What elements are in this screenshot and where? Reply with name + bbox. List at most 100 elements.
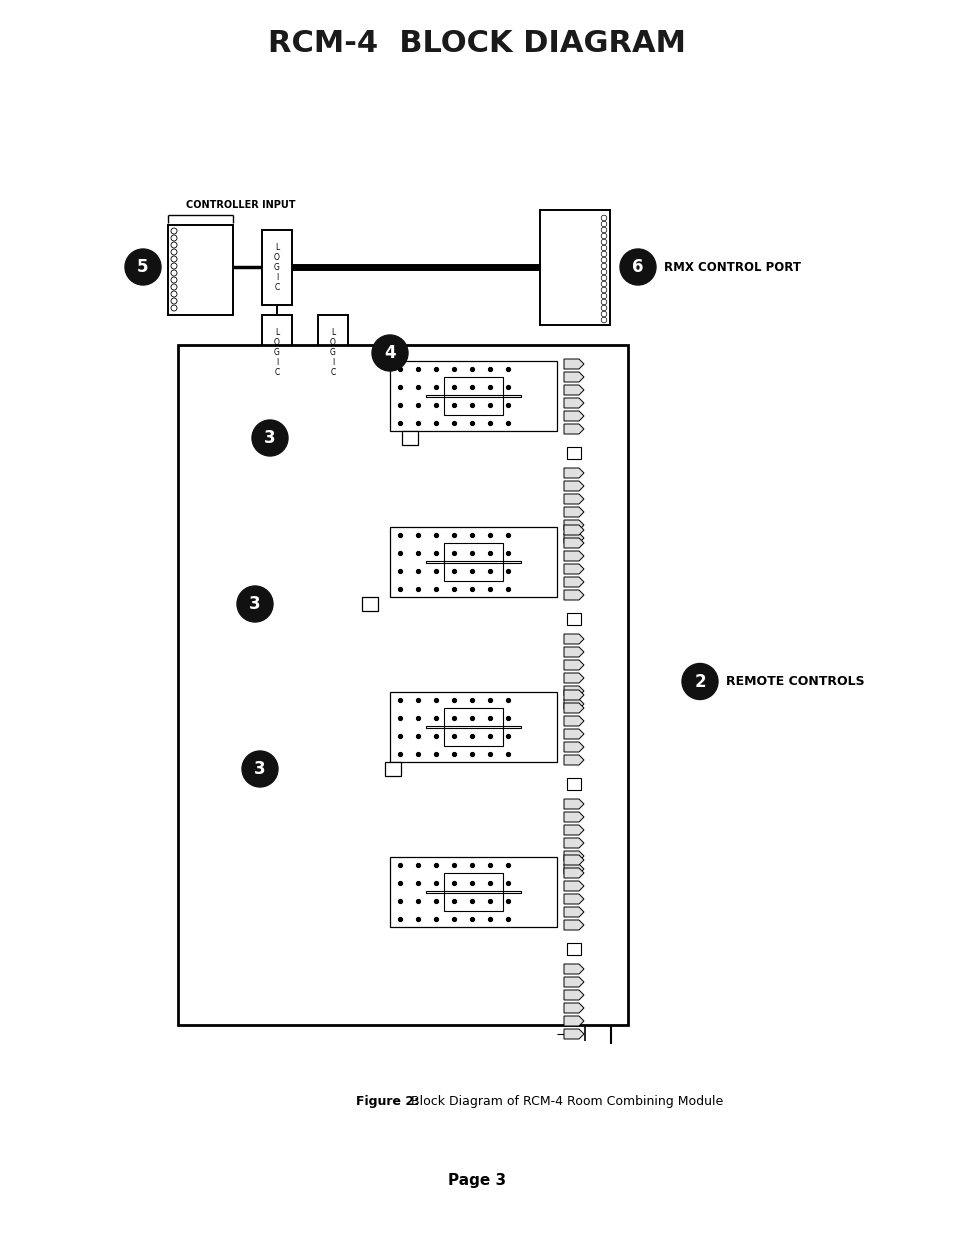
Circle shape bbox=[242, 751, 277, 787]
Polygon shape bbox=[563, 647, 583, 657]
Circle shape bbox=[125, 249, 161, 285]
Circle shape bbox=[171, 270, 177, 275]
Text: 4: 4 bbox=[384, 345, 395, 362]
Circle shape bbox=[681, 663, 718, 699]
Circle shape bbox=[171, 256, 177, 262]
Polygon shape bbox=[563, 755, 583, 764]
Polygon shape bbox=[563, 508, 583, 517]
Bar bbox=[566, 447, 580, 459]
Polygon shape bbox=[563, 965, 583, 974]
Polygon shape bbox=[563, 685, 583, 697]
Circle shape bbox=[600, 275, 606, 280]
Circle shape bbox=[600, 305, 606, 311]
Bar bbox=[566, 944, 580, 955]
Text: L
O
G
I
C: L O G I C bbox=[330, 329, 335, 377]
Bar bbox=[390, 361, 557, 431]
Bar bbox=[385, 762, 400, 776]
Circle shape bbox=[600, 263, 606, 269]
Polygon shape bbox=[563, 699, 583, 709]
Polygon shape bbox=[563, 894, 583, 904]
Bar bbox=[178, 345, 627, 1025]
Text: CONTROLLER INPUT: CONTROLLER INPUT bbox=[186, 200, 295, 210]
Circle shape bbox=[171, 291, 177, 296]
Polygon shape bbox=[563, 398, 583, 408]
Polygon shape bbox=[563, 577, 583, 587]
Bar bbox=[443, 543, 502, 580]
Polygon shape bbox=[563, 811, 583, 823]
Text: 2: 2 bbox=[694, 673, 705, 690]
Circle shape bbox=[600, 293, 606, 299]
Polygon shape bbox=[563, 673, 583, 683]
Circle shape bbox=[171, 228, 177, 233]
Polygon shape bbox=[563, 634, 583, 643]
Polygon shape bbox=[563, 534, 583, 543]
Polygon shape bbox=[563, 920, 583, 930]
Bar bbox=[401, 431, 417, 445]
Polygon shape bbox=[563, 372, 583, 382]
Bar bbox=[390, 857, 557, 927]
Text: RMX CONTROL PORT: RMX CONTROL PORT bbox=[663, 261, 801, 273]
Bar bbox=[443, 708, 502, 746]
Circle shape bbox=[171, 298, 177, 304]
Circle shape bbox=[600, 221, 606, 227]
Text: IN
C: IN C bbox=[594, 719, 602, 736]
Polygon shape bbox=[563, 881, 583, 890]
Text: IN
B: IN B bbox=[594, 553, 602, 572]
Polygon shape bbox=[563, 480, 583, 492]
Bar bbox=[426, 726, 520, 727]
Circle shape bbox=[236, 585, 273, 622]
Text: IN
D: IN D bbox=[594, 883, 602, 902]
Text: 3: 3 bbox=[253, 760, 266, 778]
Bar bbox=[317, 315, 348, 390]
Circle shape bbox=[171, 249, 177, 254]
Polygon shape bbox=[563, 525, 583, 535]
Circle shape bbox=[171, 263, 177, 269]
Text: L
O
G
I
C: L O G I C bbox=[274, 329, 279, 377]
Bar bbox=[426, 561, 520, 563]
Circle shape bbox=[600, 288, 606, 293]
Polygon shape bbox=[563, 494, 583, 504]
Polygon shape bbox=[563, 690, 583, 700]
Text: IN
A: IN A bbox=[594, 388, 602, 405]
Polygon shape bbox=[563, 855, 583, 864]
Polygon shape bbox=[563, 520, 583, 530]
Polygon shape bbox=[563, 703, 583, 713]
Polygon shape bbox=[563, 825, 583, 835]
Text: 5: 5 bbox=[137, 258, 149, 275]
Text: Block Diagram of RCM-4 Room Combining Module: Block Diagram of RCM-4 Room Combining Mo… bbox=[407, 1095, 722, 1109]
Circle shape bbox=[372, 335, 408, 370]
Bar bbox=[262, 230, 292, 305]
Circle shape bbox=[600, 299, 606, 305]
Text: OUT
D: OUT D bbox=[594, 993, 612, 1010]
Polygon shape bbox=[563, 742, 583, 752]
Text: L
O
G
I
C: L O G I C bbox=[274, 243, 279, 293]
Polygon shape bbox=[563, 716, 583, 726]
Polygon shape bbox=[563, 1029, 583, 1039]
Polygon shape bbox=[563, 411, 583, 421]
Bar bbox=[426, 395, 520, 396]
Polygon shape bbox=[563, 729, 583, 739]
Polygon shape bbox=[563, 1003, 583, 1013]
Bar bbox=[539, 210, 609, 325]
Polygon shape bbox=[563, 564, 583, 574]
Circle shape bbox=[171, 277, 177, 283]
Text: REMOTE CONTROLS: REMOTE CONTROLS bbox=[725, 676, 863, 688]
Polygon shape bbox=[563, 1016, 583, 1026]
Polygon shape bbox=[563, 868, 583, 878]
Circle shape bbox=[600, 246, 606, 251]
Polygon shape bbox=[563, 385, 583, 395]
Text: OUT
B: OUT B bbox=[594, 662, 612, 680]
Circle shape bbox=[600, 251, 606, 257]
Polygon shape bbox=[563, 359, 583, 369]
Bar bbox=[390, 692, 557, 762]
Circle shape bbox=[600, 269, 606, 275]
Polygon shape bbox=[563, 424, 583, 433]
Bar bbox=[426, 890, 520, 893]
Circle shape bbox=[252, 420, 288, 456]
Text: OUT
A: OUT A bbox=[594, 496, 612, 515]
Polygon shape bbox=[563, 468, 583, 478]
Polygon shape bbox=[563, 906, 583, 918]
Circle shape bbox=[600, 240, 606, 245]
Circle shape bbox=[619, 249, 656, 285]
Polygon shape bbox=[563, 551, 583, 561]
